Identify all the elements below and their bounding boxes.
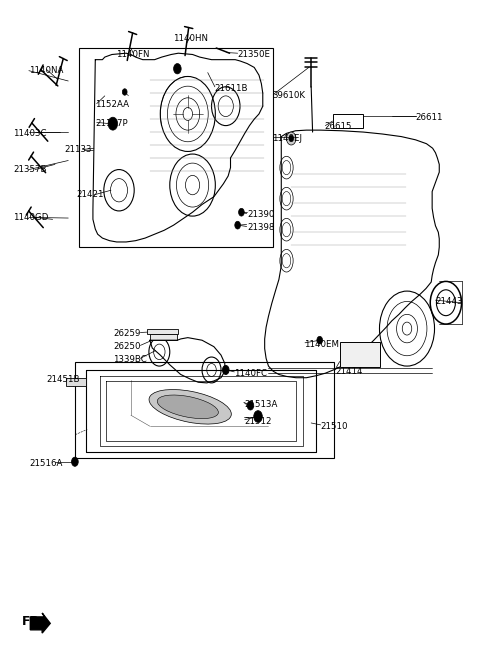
Text: 21133: 21133 [64,145,92,154]
Circle shape [287,132,296,145]
Circle shape [122,89,127,95]
Circle shape [254,411,262,422]
Text: 1140HN: 1140HN [173,34,208,43]
Text: 21512: 21512 [245,417,272,426]
Text: 26611: 26611 [416,113,443,122]
Circle shape [289,136,294,141]
Bar [333,114,363,128]
Ellipse shape [157,395,218,419]
Text: 1140EM: 1140EM [304,340,339,349]
Text: 21357B: 21357B [13,165,47,174]
Text: 21611B: 21611B [214,83,247,93]
Text: 21350E: 21350E [238,50,271,59]
Text: 1152AA: 1152AA [96,100,129,110]
Text: 26259: 26259 [113,329,141,338]
Text: 21390: 21390 [247,211,275,219]
Text: 1140EJ: 1140EJ [272,134,302,143]
Circle shape [108,117,118,130]
Text: 21513A: 21513A [245,400,278,409]
Bar [150,334,178,340]
Text: 26250: 26250 [113,342,141,351]
Text: 39610K: 39610K [272,91,305,100]
Text: 21516A: 21516A [29,458,62,467]
Circle shape [174,63,181,74]
Circle shape [235,221,240,229]
Text: 11403C: 11403C [13,129,47,138]
Text: 1140FN: 1140FN [117,50,150,59]
Text: 21398: 21398 [247,223,275,232]
Bar [79,48,273,247]
Text: 1140FC: 1140FC [234,368,267,378]
Text: FR.: FR. [22,615,45,628]
Text: 1140GD: 1140GD [13,213,48,222]
Text: 26615: 26615 [324,123,352,132]
Text: 21421: 21421 [76,190,104,200]
Bar [66,378,86,386]
Bar [340,342,380,366]
Circle shape [72,457,78,466]
Text: 21510: 21510 [321,422,348,431]
Text: 21414: 21414 [335,367,362,376]
Text: 1140NA: 1140NA [29,66,63,75]
Circle shape [222,365,229,374]
Bar [75,363,334,458]
Circle shape [317,336,323,344]
Text: 21443: 21443 [435,297,463,306]
Bar [147,329,179,334]
Circle shape [247,401,254,410]
Text: 1339BC: 1339BC [113,355,147,364]
Text: 21451B: 21451B [47,375,80,384]
Circle shape [239,209,244,216]
Text: 21187P: 21187P [96,119,128,128]
Polygon shape [30,613,50,633]
Ellipse shape [149,389,231,424]
